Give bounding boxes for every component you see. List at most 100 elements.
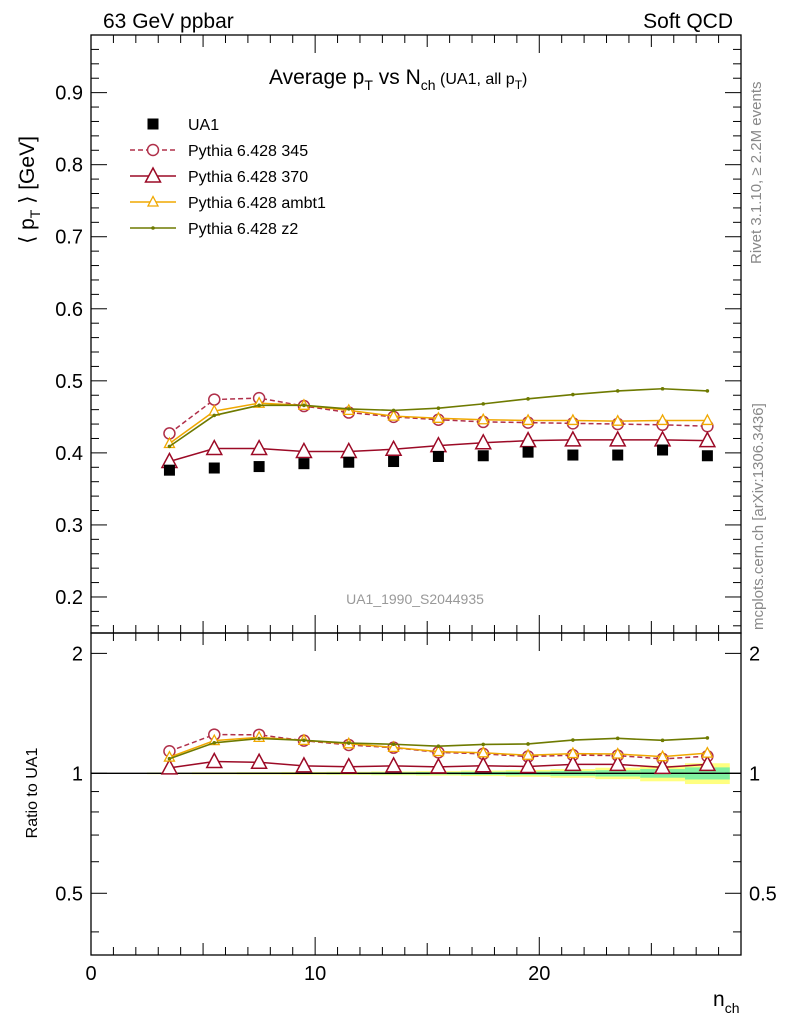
ratio-point-ambt1 bbox=[701, 746, 714, 758]
main-ytick-label: 0.4 bbox=[55, 443, 83, 465]
main-ytick-label: 0.3 bbox=[55, 515, 83, 537]
main-point-p370 bbox=[250, 438, 268, 456]
ratio-point-ambt1 bbox=[566, 746, 579, 759]
header-right: Soft QCD bbox=[643, 10, 733, 33]
legend: UA1 Pythia 6.428 345 Pythia 6.428 370 Pythi… bbox=[130, 117, 326, 238]
main-point-data bbox=[343, 456, 355, 468]
main-point-p345 bbox=[208, 393, 221, 406]
ratio-point-z2 bbox=[436, 744, 441, 748]
ratio-point-ambt1 bbox=[387, 740, 400, 752]
ratio-ytick-label-right: 0.5 bbox=[749, 883, 777, 905]
main-ylabel: ⟨ pT ⟩ [GeV] bbox=[16, 136, 43, 244]
ratio-point-p370 bbox=[564, 754, 582, 772]
ratio-point-p370 bbox=[474, 756, 492, 773]
ratio-point-p370 bbox=[429, 757, 448, 774]
analysis-watermark: UA1_1990_S2044935 bbox=[346, 591, 484, 607]
legend-marker-data bbox=[147, 118, 159, 130]
main-ytick-label: 0.6 bbox=[55, 299, 83, 321]
main-point-z2 bbox=[615, 389, 620, 393]
main-point-data bbox=[163, 464, 175, 476]
ratio-point-p370 bbox=[653, 757, 672, 775]
main-ticks: 0.2 0.3 0.4 0.5 0.6 0.7 0.8 0.9 bbox=[55, 34, 742, 633]
ratio-point-ambt1 bbox=[163, 750, 176, 762]
main-panel: 0.2 0.3 0.4 0.5 0.6 0.7 0.8 0.9 bbox=[55, 34, 742, 634]
ratio-point-p370 bbox=[384, 756, 403, 773]
legend-label-data: UA1 bbox=[188, 117, 219, 134]
main-point-p370 bbox=[295, 441, 313, 459]
ratio-point-z2 bbox=[391, 742, 396, 747]
main-point-data bbox=[388, 456, 400, 468]
ratio-point-z2 bbox=[705, 736, 710, 740]
main-point-data bbox=[567, 449, 579, 461]
ratio-point-ambt1 bbox=[521, 748, 535, 760]
main-point-p370 bbox=[519, 431, 537, 448]
main-point-ambt1 bbox=[521, 413, 535, 426]
main-point-data bbox=[208, 462, 220, 474]
main-point-p370 bbox=[564, 430, 582, 447]
ratio-point-p370 bbox=[340, 757, 358, 774]
main-ytick-label: 0.8 bbox=[55, 155, 83, 177]
main-point-ambt1 bbox=[701, 413, 714, 426]
main-point-ambt1 bbox=[656, 413, 669, 426]
ratio-point-z2 bbox=[212, 740, 217, 745]
main-point-ambt1 bbox=[566, 413, 579, 426]
main-point-p370 bbox=[384, 439, 403, 457]
ratio-point-p370 bbox=[295, 756, 313, 773]
main-point-z2 bbox=[571, 392, 575, 397]
main-point-ambt1 bbox=[611, 414, 624, 426]
ratio-ytick-label-right: 2 bbox=[749, 643, 760, 665]
xtick-label: 20 bbox=[528, 963, 550, 985]
ratio-point-ambt1 bbox=[656, 749, 669, 762]
main-point-p370 bbox=[608, 430, 627, 447]
ratio-point-p370 bbox=[250, 752, 268, 770]
xlabel: nch bbox=[713, 988, 739, 1016]
main-point-p370 bbox=[698, 431, 717, 448]
ratio-ticks: 0 10 20 0.5 0.5 1 1 2 2 bbox=[55, 633, 777, 985]
ratio-point-p370 bbox=[519, 756, 537, 774]
legend-label-z2: Pythia 6.428 z2 bbox=[188, 221, 298, 238]
main-ytick-label: 0.7 bbox=[55, 227, 83, 249]
ratio-point-p370 bbox=[698, 754, 717, 772]
main-point-p370 bbox=[205, 438, 224, 456]
main-point-z2 bbox=[526, 397, 530, 401]
main-point-data bbox=[432, 450, 444, 462]
legend-label-ambt1: Pythia 6.428 ambt1 bbox=[188, 195, 326, 212]
main-point-data bbox=[612, 449, 624, 461]
ratio-point-z2 bbox=[481, 742, 486, 747]
main-point-z2 bbox=[167, 444, 172, 449]
main-point-data bbox=[253, 461, 265, 473]
legend-marker-ambt1 bbox=[146, 195, 160, 207]
legend-label-p345: Pythia 6.428 345 bbox=[188, 143, 308, 160]
xtick-label: 10 bbox=[304, 963, 326, 985]
legend-marker-p345 bbox=[146, 143, 160, 157]
ratio-ytick-label: 0.5 bbox=[55, 883, 83, 905]
main-ytick-label: 0.9 bbox=[55, 83, 83, 105]
main-point-z2 bbox=[346, 407, 351, 411]
xtick-label: 0 bbox=[85, 963, 96, 985]
main-point-z2 bbox=[257, 403, 261, 408]
rivet-label: Rivet 3.1.10, ≥ 2.2M events bbox=[748, 82, 765, 265]
ratio-ytick-label: 1 bbox=[72, 763, 83, 785]
ratio-point-ambt1 bbox=[611, 747, 624, 759]
main-point-p370 bbox=[653, 430, 672, 447]
legend-marker-p370 bbox=[144, 166, 162, 183]
ratio-series bbox=[160, 728, 717, 775]
main-point-ambt1 bbox=[477, 412, 490, 425]
main-point-ambt1 bbox=[432, 411, 445, 423]
main-point-data bbox=[477, 450, 489, 462]
mcplots-label: mcplots.cern.ch [arXiv:1306.3436] bbox=[750, 403, 767, 630]
main-point-data bbox=[701, 450, 713, 462]
ratio-point-p370 bbox=[160, 758, 179, 775]
main-point-data bbox=[298, 458, 310, 470]
ratio-point-z2 bbox=[526, 742, 530, 746]
ratio-point-p370 bbox=[205, 751, 224, 769]
chart-title: Average pT vs Nch (UA1, all pT) bbox=[269, 66, 527, 93]
ratio-point-z2 bbox=[660, 738, 665, 743]
main-ytick-label: 0.5 bbox=[55, 371, 83, 393]
main-point-data bbox=[522, 446, 534, 458]
ratio-point-ambt1 bbox=[477, 745, 490, 758]
ratio-point-z2 bbox=[615, 736, 620, 741]
ratio-point-z2 bbox=[302, 738, 306, 743]
main-series bbox=[160, 386, 717, 476]
